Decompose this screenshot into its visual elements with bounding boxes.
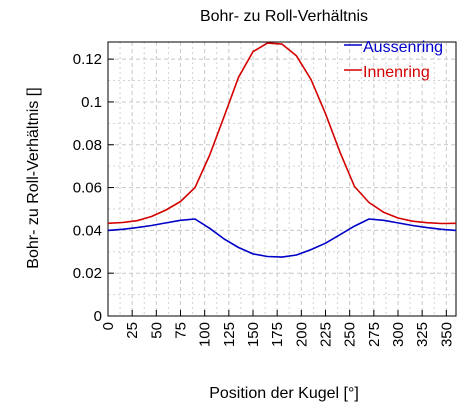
chart-title: Bohr- zu Roll-Verhältnis [200,8,368,25]
y-tick-label: 0.12 [73,51,102,68]
x-tick-label: 225 [318,322,335,347]
legend-label-innenring: Innenring [363,64,430,81]
x-axis-tick-labels: 0 25 50 75 100 125 150 175 200 225 250 275 300 325 350 [100,322,455,347]
x-tick-label: 125 [221,322,238,347]
x-tick-label: 350 [438,322,455,347]
x-tick-label: 25 [124,322,141,339]
x-tick-label: 325 [414,322,431,347]
y-tick-label: 0 [94,308,102,325]
x-tick-label: 100 [197,322,214,347]
series-line-innenring [107,42,457,225]
x-tick-label: 50 [148,322,165,339]
legend: Aussenring Innenring [344,39,443,81]
x-tick-label: 75 [173,322,190,339]
x-tick-label: 150 [245,322,262,347]
y-tick-label: 0.1 [81,94,102,111]
y-axis-label: Bohr- zu Roll-Verhältnis [] [25,87,42,268]
y-axis-tick-labels: 0 0.02 0.04 0.06 0.08 0.1 0.12 [73,51,102,325]
y-tick-label: 0.08 [73,137,102,154]
x-axis-label: Position der Kugel [°] [209,385,359,402]
plot-area [107,41,457,317]
y-tick-label: 0.02 [73,265,102,282]
series-line-aussenring [107,218,457,258]
x-tick-label: 275 [366,322,383,347]
x-tick-label: 250 [342,322,359,347]
y-tick-label: 0.04 [73,222,102,239]
x-tick-label: 0 [100,322,117,330]
grid-lines [108,42,456,316]
y-tick-label: 0.06 [73,180,102,197]
x-tick-label: 200 [293,322,310,347]
axis-ticks [107,58,447,317]
x-tick-label: 300 [390,322,407,347]
x-tick-label: 175 [269,322,286,347]
series-lines [107,42,457,258]
legend-label-aussenring: Aussenring [363,39,443,56]
